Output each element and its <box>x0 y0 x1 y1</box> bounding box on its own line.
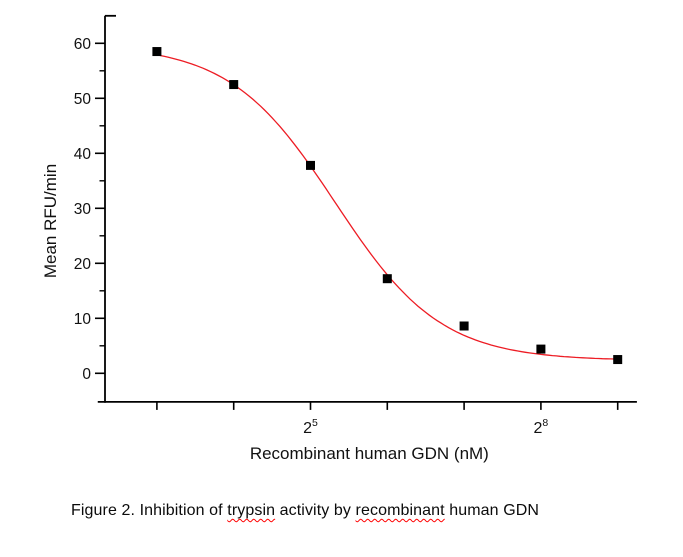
data-point-marker <box>152 47 162 57</box>
dose-response-chart: 0 10 20 30 40 50 60 25 28 Recombinant human GDN (… <box>41 14 637 463</box>
data-points <box>152 47 623 365</box>
caption-text-segment: activity by <box>275 502 356 519</box>
x-tick-label: 28 <box>534 417 549 437</box>
caption-word-spellcheck: trypsin <box>227 502 276 519</box>
data-point-marker <box>536 344 546 354</box>
x-axis-ticks: 25 28 <box>156 401 619 437</box>
data-point-marker <box>229 80 239 90</box>
x-axis-title: Recombinant human GDN (nM) <box>250 444 489 463</box>
y-tick-label: 30 <box>74 201 92 218</box>
x-tick-label: 25 <box>303 417 318 437</box>
y-tick-label: 60 <box>74 36 92 53</box>
figure-caption: Figure 2. Inhibition of trypsin activity… <box>71 502 683 520</box>
y-axis-title: Mean RFU/min <box>41 164 60 278</box>
caption-text-segment: Figure 2. Inhibition of <box>71 502 228 519</box>
fit-curve <box>156 54 618 360</box>
y-tick-label: 20 <box>74 256 92 273</box>
data-point-marker <box>613 355 623 365</box>
y-tick-label: 0 <box>82 366 91 383</box>
y-tick-label: 50 <box>74 91 92 108</box>
data-point-marker <box>382 274 392 284</box>
y-tick-label: 10 <box>74 311 92 328</box>
axes <box>97 14 637 403</box>
caption-word-spellcheck: recombinant <box>355 502 445 519</box>
y-axis-ticks: 0 10 20 30 40 50 60 <box>74 36 105 383</box>
y-tick-label: 40 <box>74 146 92 163</box>
caption-text-segment: human GDN <box>444 502 540 519</box>
data-point-marker <box>306 160 315 170</box>
data-point-marker <box>459 321 469 331</box>
